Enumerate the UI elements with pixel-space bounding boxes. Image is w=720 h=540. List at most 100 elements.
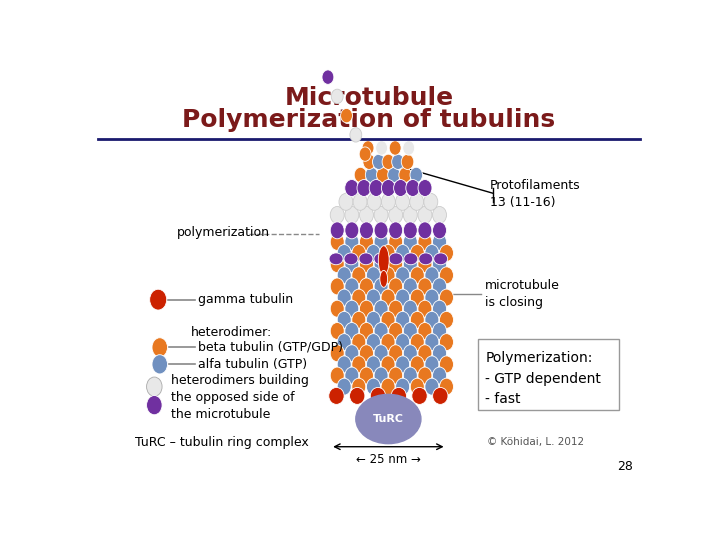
Ellipse shape [381,312,395,328]
Ellipse shape [439,356,454,373]
Ellipse shape [339,193,353,211]
Ellipse shape [374,367,388,384]
Ellipse shape [425,378,439,395]
Ellipse shape [418,222,432,239]
Text: Polymerization:
- GTP dependent
- fast: Polymerization: - GTP dependent - fast [485,351,601,407]
Ellipse shape [349,387,365,404]
Ellipse shape [337,289,351,306]
Ellipse shape [330,222,344,239]
Ellipse shape [152,338,168,357]
Ellipse shape [382,179,395,197]
Ellipse shape [374,256,388,273]
Text: beta tubulin (GTP/GDP): beta tubulin (GTP/GDP) [199,341,343,354]
Ellipse shape [418,367,432,384]
Ellipse shape [330,233,344,251]
Ellipse shape [330,256,344,273]
Ellipse shape [410,289,424,306]
Ellipse shape [359,256,374,273]
Ellipse shape [337,312,351,328]
Ellipse shape [352,312,366,328]
Ellipse shape [410,245,424,261]
Ellipse shape [359,345,374,362]
Ellipse shape [419,253,433,265]
Ellipse shape [410,378,424,395]
Ellipse shape [352,356,366,373]
Ellipse shape [403,345,418,362]
Ellipse shape [365,167,378,183]
Ellipse shape [389,222,402,239]
Ellipse shape [401,154,414,170]
Ellipse shape [366,378,380,395]
Ellipse shape [381,334,395,350]
Ellipse shape [329,387,344,404]
Ellipse shape [439,312,454,328]
Ellipse shape [337,245,351,261]
Ellipse shape [382,193,395,211]
Ellipse shape [366,289,380,306]
Ellipse shape [381,356,395,373]
Ellipse shape [374,253,388,265]
Ellipse shape [345,206,359,224]
Ellipse shape [353,193,367,211]
Ellipse shape [374,300,388,317]
Ellipse shape [366,334,380,350]
Ellipse shape [392,154,404,170]
Text: © Köhidai, L. 2012: © Köhidai, L. 2012 [487,437,584,447]
Ellipse shape [370,387,386,404]
Ellipse shape [359,367,374,384]
Ellipse shape [345,233,359,251]
Ellipse shape [425,334,439,350]
Ellipse shape [330,367,344,384]
Ellipse shape [350,127,361,142]
Ellipse shape [425,356,439,373]
Ellipse shape [330,322,344,340]
Ellipse shape [345,278,359,295]
Ellipse shape [433,367,446,384]
Ellipse shape [337,334,351,350]
Ellipse shape [341,109,353,123]
Text: alfa tubulin (GTP): alfa tubulin (GTP) [199,358,307,371]
Ellipse shape [374,233,388,251]
Text: Microtubule: Microtubule [284,86,454,110]
Ellipse shape [381,245,395,261]
Ellipse shape [374,322,388,340]
Ellipse shape [378,246,389,275]
Ellipse shape [425,267,439,284]
Ellipse shape [389,253,402,265]
Ellipse shape [344,253,358,265]
Text: polymerization: polymerization [177,226,270,239]
Ellipse shape [396,356,410,373]
Ellipse shape [425,312,439,328]
Ellipse shape [352,245,366,261]
Ellipse shape [410,334,424,350]
Ellipse shape [433,300,446,317]
Ellipse shape [439,245,454,261]
Ellipse shape [337,356,351,373]
Ellipse shape [433,345,446,362]
Ellipse shape [403,206,418,224]
Text: TuRC: TuRC [373,414,404,424]
Ellipse shape [147,377,162,396]
Text: heterodimer:: heterodimer: [191,326,272,339]
Text: 28: 28 [616,460,632,473]
Ellipse shape [337,378,351,395]
Ellipse shape [410,193,423,211]
Ellipse shape [359,253,373,265]
Ellipse shape [403,322,418,340]
Ellipse shape [330,206,344,224]
Ellipse shape [439,334,454,350]
Ellipse shape [389,367,402,384]
Ellipse shape [396,245,410,261]
Ellipse shape [399,167,411,183]
FancyBboxPatch shape [477,339,618,410]
Ellipse shape [359,206,374,224]
Ellipse shape [363,154,375,170]
Ellipse shape [362,141,374,155]
Ellipse shape [404,253,418,265]
Ellipse shape [367,193,381,211]
Ellipse shape [381,267,395,284]
Ellipse shape [150,289,167,310]
Ellipse shape [345,179,359,197]
Ellipse shape [366,356,380,373]
Ellipse shape [369,179,383,197]
